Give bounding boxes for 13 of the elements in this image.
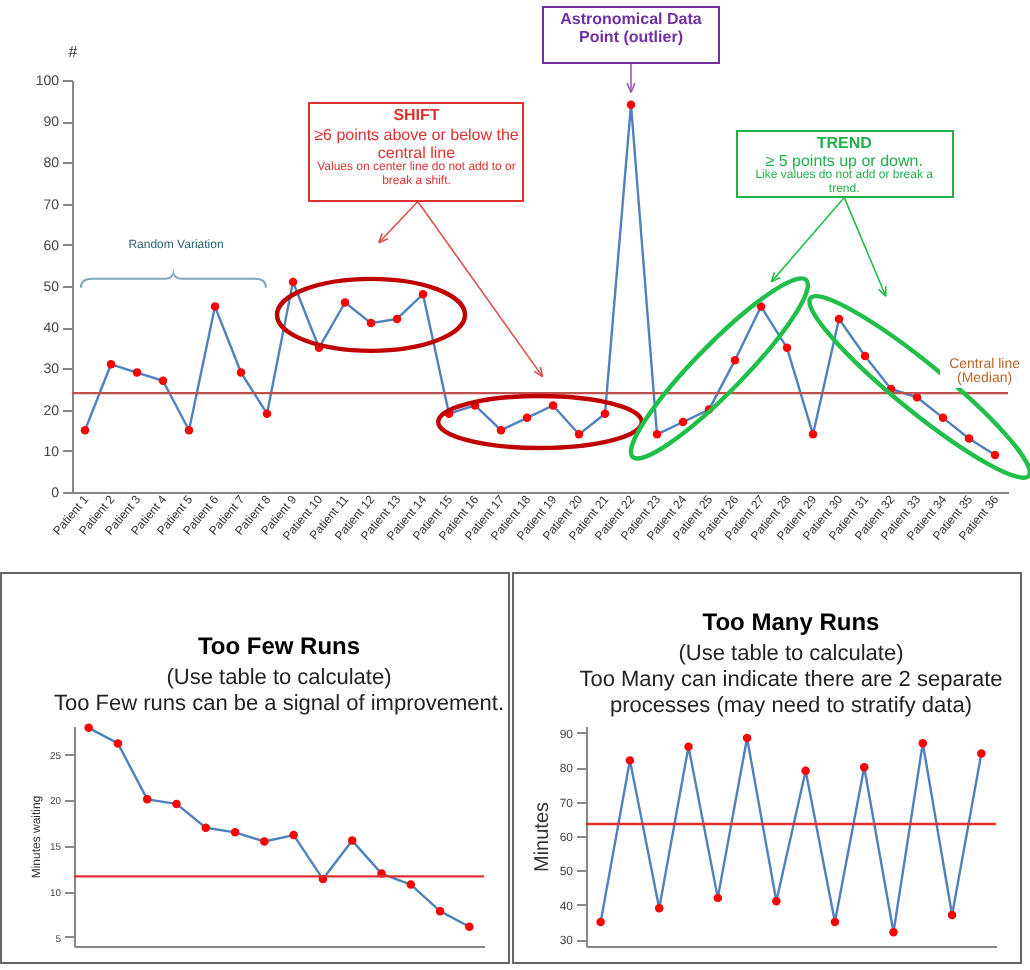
- chart-subtitle: (Use table to calculate): [166, 665, 392, 690]
- annotation: ≥ 5 points up or down.: [765, 151, 925, 170]
- annotation: ≥6 points above or below the central line: [312, 125, 521, 162]
- chart-title: Too Many Runs: [702, 608, 881, 636]
- y-axis-title: Minutes: [531, 801, 554, 873]
- text: Too Many can indicate there are 2 separate processes (may need to stratify data): [579, 668, 1003, 718]
- chart-title: Too Few Runs: [197, 631, 361, 660]
- annotation: TREND: [814, 133, 874, 152]
- text: Astronomical Data Point (outlier): [558, 9, 704, 47]
- chart-subtitle: (Use table to calculate): [678, 642, 904, 666]
- text: Too Few runs can be a signal of improvement.: [53, 691, 505, 716]
- y-axis-title: #: [68, 43, 79, 61]
- annotation: SHIFT: [391, 106, 442, 126]
